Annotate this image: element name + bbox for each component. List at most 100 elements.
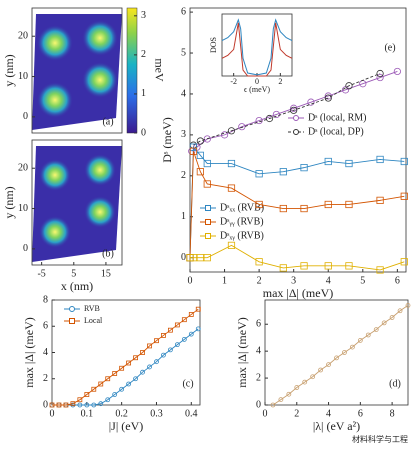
- x-tick-label: 15: [101, 268, 111, 279]
- y-tick-label: 20: [18, 31, 28, 42]
- data-point: [203, 135, 211, 143]
- data-point: [112, 392, 118, 397]
- legend-marker: [69, 318, 75, 324]
- data-point: [255, 258, 263, 266]
- colorbar-tick-label: 2: [141, 49, 146, 60]
- data-point: [84, 402, 90, 408]
- y-tick-label: 0: [23, 243, 28, 254]
- panel-label: (c): [182, 378, 193, 389]
- y-axis-label: max |Δ| (meV): [22, 317, 36, 388]
- data-point: [203, 254, 211, 262]
- x-tick-label: 1: [222, 275, 227, 286]
- x-tick-label: 2: [294, 408, 299, 419]
- data-point: [255, 200, 263, 209]
- panel-label: (a): [102, 116, 113, 127]
- y-tick-label: 2: [256, 372, 261, 383]
- y-tick-label: 0: [23, 111, 28, 122]
- legend-label: Dˢₓₓ (RVB): [220, 202, 264, 213]
- colorbar-tick-label: 0: [141, 127, 146, 138]
- data-point: [376, 266, 384, 274]
- data-point: [147, 343, 152, 349]
- data-point: [357, 337, 363, 343]
- x-tick-label: 0: [263, 408, 268, 419]
- y-axis-label: DOS: [209, 37, 218, 53]
- y-tick-label: 4: [43, 347, 48, 358]
- y-tick-label: 10: [18, 203, 28, 214]
- x-axis-label: max |Δ| (meV): [263, 286, 334, 300]
- x-axis-label: |J| (eV): [109, 419, 143, 433]
- data-point: [286, 391, 292, 397]
- data-point: [400, 157, 408, 166]
- data-point: [112, 371, 118, 376]
- y-tick-label: 10: [18, 71, 28, 82]
- data-point: [161, 333, 166, 338]
- y-axis-label: y (nm): [2, 54, 16, 86]
- data-point: [77, 402, 83, 408]
- data-point: [188, 331, 194, 337]
- data-point: [381, 320, 387, 326]
- series-line: [272, 305, 409, 406]
- data-point: [405, 302, 411, 308]
- panel-label: (d): [389, 378, 401, 389]
- y-tick-label: 4: [256, 345, 261, 356]
- legend-marker: [205, 205, 211, 211]
- data-point: [400, 258, 408, 266]
- y-axis-label: Dˢ (meV): [160, 117, 174, 163]
- data-point: [278, 397, 284, 403]
- x-tick-label: 6: [395, 275, 400, 286]
- data-point: [376, 196, 384, 204]
- colorbar-tick-label: 1: [141, 88, 146, 99]
- data-point: [126, 360, 132, 366]
- data-point: [161, 352, 166, 358]
- data-point: [98, 381, 104, 387]
- data-point: [345, 82, 353, 90]
- data-point: [345, 262, 353, 270]
- series-line: [190, 244, 405, 271]
- data-point: [300, 262, 308, 270]
- x-tick-label: 0: [255, 77, 259, 86]
- series-line: [221, 18, 293, 76]
- data-point: [140, 350, 145, 355]
- data-point: [326, 362, 331, 368]
- data-point: [294, 385, 300, 390]
- x-axis-label: |λ| (eV a²): [313, 419, 360, 433]
- x-tick-label: 5: [360, 275, 365, 286]
- data-point: [167, 347, 173, 353]
- data-point: [279, 204, 287, 213]
- y-tick-label: 20: [18, 163, 28, 174]
- y-tick-label: 4: [181, 88, 186, 99]
- data-point: [133, 376, 138, 382]
- data-point: [196, 168, 204, 176]
- series-line: [52, 328, 199, 406]
- watermark: 材料科学与工程: [352, 434, 408, 444]
- x-axis-label: x (nm): [61, 279, 93, 293]
- x-tick-label: 5: [71, 268, 76, 279]
- x-tick-label: 2: [278, 77, 282, 86]
- data-point: [49, 402, 55, 408]
- data-point: [324, 94, 332, 102]
- data-point: [227, 159, 236, 168]
- data-point: [181, 336, 187, 342]
- y-tick-label: 2: [181, 170, 186, 181]
- y-tick-label: 3: [181, 129, 186, 140]
- data-point: [227, 241, 236, 249]
- y-tick-label: 2: [43, 373, 48, 384]
- x-tick-label: 0.4: [185, 408, 198, 419]
- data-point: [140, 369, 145, 375]
- plot-frame: [51, 299, 201, 406]
- x-tick-label: 0.2: [115, 408, 128, 419]
- data-point: [255, 116, 263, 125]
- data-point: [265, 114, 274, 123]
- data-point: [345, 200, 353, 209]
- y-tick-label: 6: [43, 321, 48, 332]
- data-point: [302, 379, 308, 385]
- heatmap-b: [32, 146, 122, 262]
- data-point: [324, 262, 332, 270]
- data-point: [324, 157, 332, 166]
- data-point: [389, 315, 395, 320]
- legend-label: RVB: [84, 304, 100, 313]
- data-point: [119, 386, 125, 392]
- y-tick-label: 0: [256, 399, 261, 410]
- plot-frame: [221, 13, 293, 77]
